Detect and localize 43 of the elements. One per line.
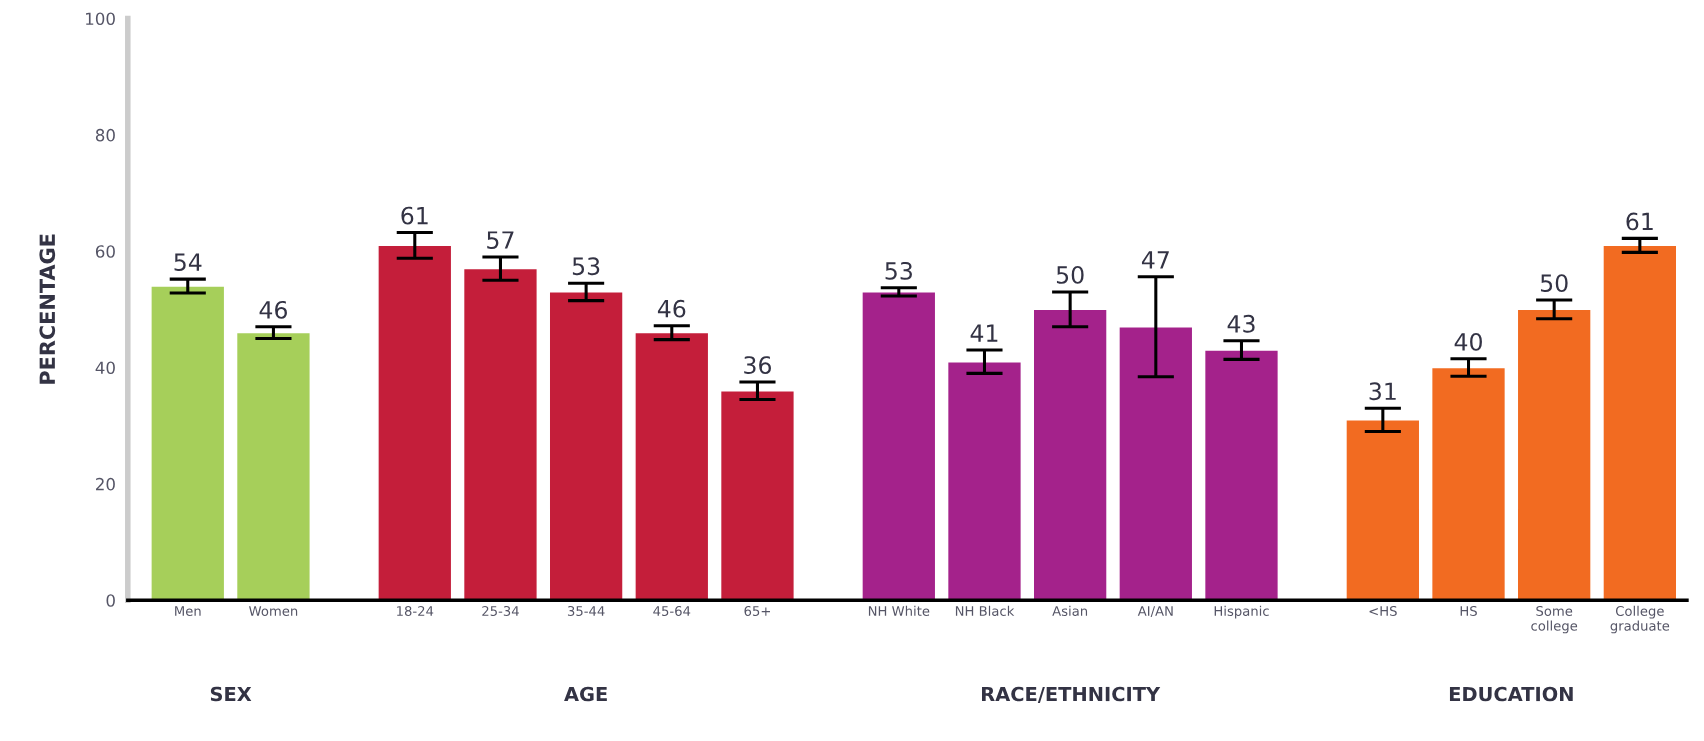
x-tick-label: Women	[249, 606, 298, 616]
x-tick-label: 25-34	[482, 606, 519, 616]
x-tick-label: Asian	[1052, 605, 1088, 616]
x-tick-label: Men	[175, 606, 201, 616]
y-axis-title: PERCENTAGE	[39, 234, 56, 384]
data-label: 54	[174, 253, 202, 272]
y-tick-label: 0	[106, 594, 115, 607]
x-tick-label: 18-24	[397, 606, 434, 616]
y-tick-label: 40	[95, 361, 115, 375]
data-label: 61	[401, 206, 428, 225]
data-label: 46	[657, 299, 686, 318]
data-label: 40	[1454, 332, 1482, 351]
data-label: 53	[572, 257, 600, 276]
y-tick-label: 100	[86, 12, 115, 26]
x-tick-label: NH White	[868, 605, 930, 616]
data-label: 41	[970, 324, 998, 342]
x-tick-label: <HS	[1369, 606, 1397, 616]
data-label: 50	[1056, 265, 1084, 284]
data-label: 36	[744, 356, 771, 375]
x-tick-label: 45-64	[653, 606, 691, 616]
data-label: 47	[1141, 251, 1169, 269]
x-tick-label: 65+	[744, 606, 770, 616]
x-tick-label: NH Black	[955, 605, 1015, 616]
x-tick-label: College graduate	[1610, 605, 1670, 634]
x-tick-label: Hispanic	[1214, 605, 1269, 619]
text: SEX	[210, 686, 252, 702]
data-label: 46	[259, 300, 287, 319]
text: EDUCATION	[1449, 686, 1573, 702]
y-tick-label: 80	[95, 128, 115, 142]
x-tick-label: Some college	[1531, 606, 1578, 634]
text: AGE	[564, 686, 607, 702]
y-tick-label: 20	[96, 477, 115, 491]
x-tick-label: 35-44	[567, 606, 605, 616]
x-tick-label: AI/AN	[1137, 606, 1173, 618]
data-label: 31	[1369, 382, 1396, 401]
data-label: 50	[1540, 274, 1568, 292]
y-tick-label: 60	[95, 245, 115, 258]
data-label: 57	[487, 231, 514, 249]
data-label: 53	[885, 261, 912, 280]
data-label: 61	[1626, 212, 1653, 231]
x-tick-label: HS	[1460, 606, 1477, 616]
data-label: 43	[1227, 314, 1255, 333]
text: RACE/ETHNICITY	[982, 686, 1161, 703]
